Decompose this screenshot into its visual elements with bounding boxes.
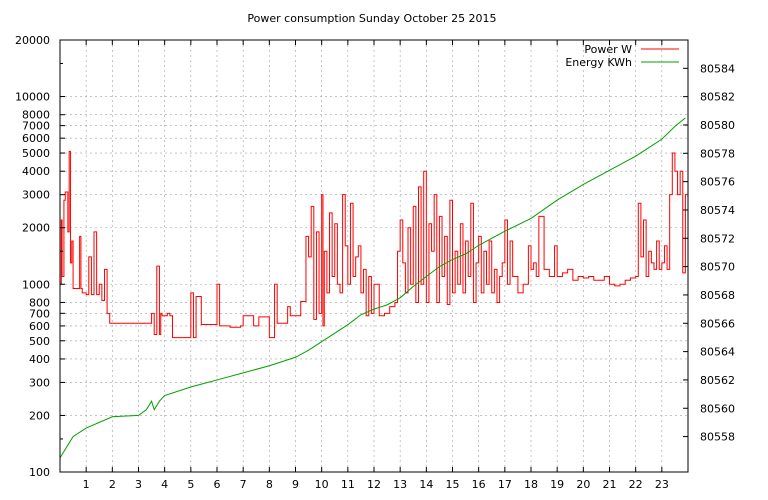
y-tick-label: 100 [29, 466, 50, 479]
y2-tick-label: 80572 [700, 232, 735, 245]
legend-label-energy: Energy KWh [565, 56, 632, 69]
y-tick-label: 700 [29, 307, 50, 320]
series-layer [59, 117, 688, 459]
y2-tick-label: 80566 [700, 317, 735, 330]
x-tick-label: 1 [83, 478, 90, 491]
y-tick-label: 10000 [15, 91, 50, 104]
y2-tick-label: 80558 [700, 431, 735, 444]
y2-tick-label: 80576 [700, 176, 735, 189]
x-tick-label: 23 [655, 478, 669, 491]
x-tick-label: 3 [135, 478, 142, 491]
x-tick-label: 2 [109, 478, 116, 491]
y2-tick-label: 80580 [700, 119, 735, 132]
series-line-power [60, 150, 688, 339]
y2-tick-label: 80574 [700, 204, 735, 217]
y-tick-label: 2000 [22, 222, 50, 235]
x-tick-label: 19 [550, 478, 564, 491]
x-tick-label: 7 [240, 478, 247, 491]
chart-title: Power consumption Sunday October 25 2015 [247, 12, 496, 25]
y-tick-label: 3000 [22, 189, 50, 202]
y-tick-label: 5000 [22, 147, 50, 160]
x-tick-label: 22 [629, 478, 643, 491]
y-tick-label: 6000 [22, 132, 50, 145]
y2-tick-label: 80568 [700, 289, 735, 302]
y2-tick-label: 80562 [700, 374, 735, 387]
x-tick-label: 15 [446, 478, 460, 491]
y2-tick-label: 80584 [700, 62, 735, 75]
y-tick-label: 1000 [22, 278, 50, 291]
y-tick-label: 800 [29, 296, 50, 309]
y-tick-label: 4000 [22, 165, 50, 178]
x-tick-label: 17 [498, 478, 512, 491]
axes: 1 2 3 4 5 6 7 8 9 10 11 12 13 14 15 16 17 18 19 20 21 22 23100… [15, 34, 735, 491]
x-tick-label: 13 [393, 478, 407, 491]
x-tick-label: 20 [576, 478, 590, 491]
y-tick-label: 400 [29, 353, 50, 366]
y2-tick-label: 80578 [700, 147, 735, 160]
x-tick-label: 12 [367, 478, 381, 491]
y-tick-label: 500 [29, 335, 50, 348]
y-tick-label: 200 [29, 409, 50, 422]
x-tick-label: 10 [315, 478, 329, 491]
y2-tick-label: 80582 [700, 91, 735, 104]
x-tick-label: 21 [603, 478, 617, 491]
legend-label-power: Power W [584, 43, 632, 56]
x-tick-label: 6 [214, 478, 221, 491]
x-tick-label: 14 [419, 478, 433, 491]
x-tick-label: 9 [292, 478, 299, 491]
x-tick-label: 16 [472, 478, 486, 491]
y-tick-label: 600 [29, 320, 50, 333]
x-tick-label: 11 [341, 478, 355, 491]
y-tick-label: 7000 [22, 120, 50, 133]
x-tick-label: 4 [161, 478, 168, 491]
y2-tick-label: 80570 [700, 261, 735, 274]
y-tick-label: 8000 [22, 109, 50, 122]
legend: Power W Energy KWh [565, 43, 679, 69]
x-tick-label: 8 [266, 478, 273, 491]
y2-tick-label: 80564 [700, 346, 735, 359]
x-tick-label: 18 [524, 478, 538, 491]
y-tick-label: 300 [29, 376, 50, 389]
y-tick-label: 20000 [15, 34, 50, 47]
series-line-energy [59, 117, 686, 459]
y2-tick-label: 80560 [700, 402, 735, 415]
x-tick-label: 5 [187, 478, 194, 491]
